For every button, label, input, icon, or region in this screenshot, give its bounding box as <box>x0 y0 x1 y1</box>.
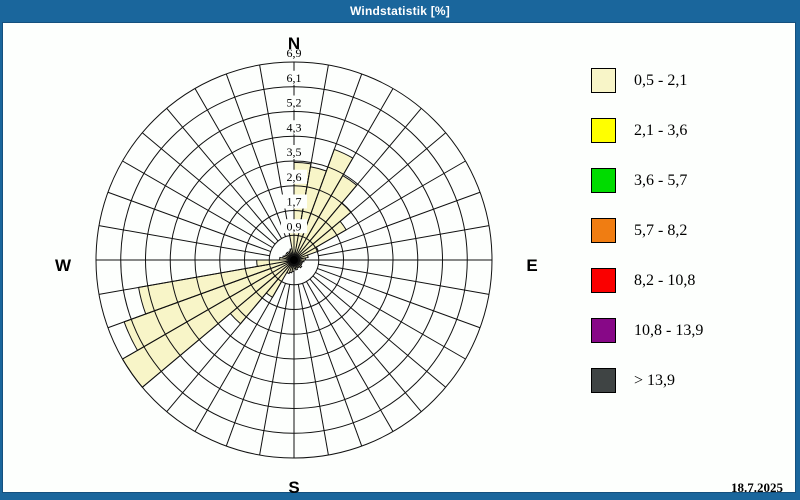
legend-swatch-class6 <box>591 318 616 343</box>
legend: 0,5 - 2,1 2,1 - 3,6 3,6 - 5,7 5,7 - 8,2 … <box>591 68 703 418</box>
compass-label-east: E <box>526 256 538 275</box>
legend-label: 10,8 - 13,9 <box>634 321 704 339</box>
legend-swatch-class1 <box>591 68 616 93</box>
radial-axis-tick-label: 3,5 <box>287 145 302 159</box>
legend-label: 3,6 - 5,7 <box>634 171 688 189</box>
windrose-plot: 0,9 1,7 2,6 3,5 4,3 5,2 6,1 6,9 <box>95 46 493 459</box>
radial-axis-tick-label: 1,7 <box>287 195 302 209</box>
legend-item: 2,1 - 3,6 <box>591 118 703 143</box>
radial-axis-tick-label: 2,6 <box>287 170 302 184</box>
compass-label-north: N <box>287 34 301 53</box>
legend-item: 5,7 - 8,2 <box>591 218 703 243</box>
legend-label: 8,2 - 10,8 <box>634 271 696 289</box>
radial-axis-tick-label: 6,9 <box>287 46 302 60</box>
legend-item: 8,2 - 10,8 <box>591 268 703 293</box>
legend-item: > 13,9 <box>591 368 703 393</box>
legend-item: 3,6 - 5,7 <box>591 168 703 193</box>
radial-axis-tick-label: 4,3 <box>287 120 302 134</box>
legend-label: 0,5 - 2,1 <box>634 71 688 89</box>
legend-swatch-class2 <box>591 118 616 143</box>
compass-label-south: S <box>288 478 300 497</box>
window-title: Windstatistik [%] <box>350 4 450 18</box>
radial-axis-tick-label: 0,9 <box>287 219 302 233</box>
radial-axis-tick-label: 6,1 <box>287 71 302 85</box>
window-title-bar[interactable]: Windstatistik [%] <box>0 0 800 22</box>
chart-area: 0,9 1,7 2,6 3,5 4,3 5,2 6,1 6,9 N E S W 0,5 - 2… <box>2 22 796 497</box>
legend-item: 10,8 - 13,9 <box>591 318 703 343</box>
legend-item: 0,5 - 2,1 <box>591 68 703 93</box>
legend-swatch-class4 <box>591 218 616 243</box>
compass-label-west: W <box>54 256 72 275</box>
date-stamp: 18.7.2025 <box>731 480 783 495</box>
legend-swatch-class5 <box>591 268 616 293</box>
legend-label: 5,7 - 8,2 <box>634 221 688 239</box>
legend-label: > 13,9 <box>634 371 676 389</box>
legend-label: 2,1 - 3,6 <box>634 121 688 139</box>
radial-axis-tick-label: 5,2 <box>287 96 302 110</box>
legend-swatch-class3 <box>591 168 616 193</box>
legend-swatch-class7 <box>591 368 616 393</box>
